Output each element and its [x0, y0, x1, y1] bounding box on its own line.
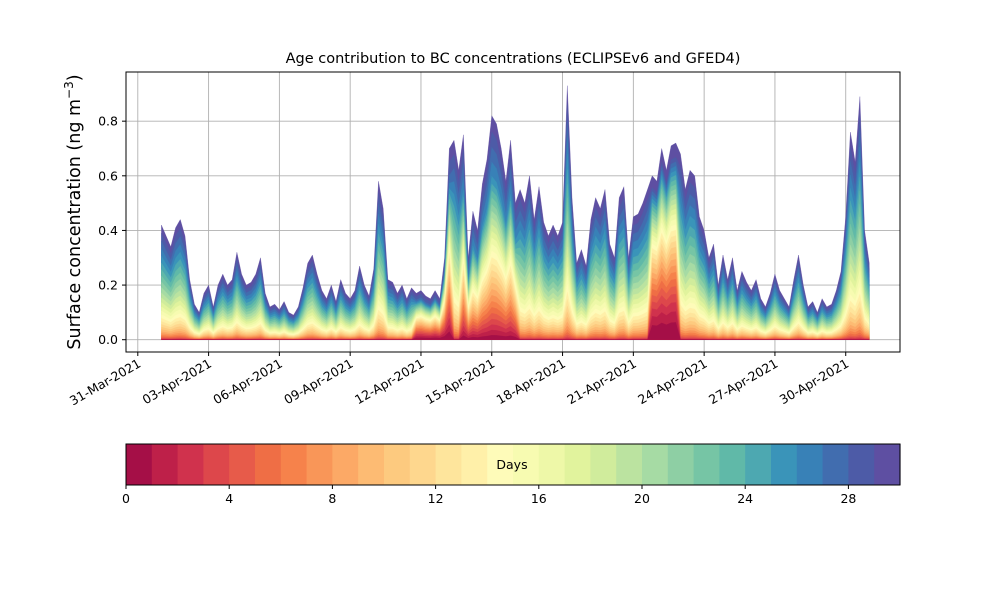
- colorbar-label: Days: [496, 457, 527, 472]
- colorbar-tick-label: 12: [428, 491, 444, 506]
- x-axis: 31-Mar-202103-Apr-202106-Apr-202109-Apr-…: [67, 352, 851, 408]
- colorbar-frame: [125, 443, 901, 486]
- colorbar-segment: [151, 444, 179, 485]
- x-tick-label: 06-Apr-2021: [210, 356, 284, 408]
- age-bin-area-12: [161, 235, 870, 340]
- colorbar-segment: [358, 444, 385, 485]
- plot-frame: [125, 71, 901, 353]
- colorbar-segment: [229, 444, 256, 485]
- colorbar-tick-label: 8: [328, 491, 336, 506]
- colorbar-tick-label: 28: [840, 491, 856, 506]
- x-tick-label: 31-Mar-2021: [67, 356, 143, 409]
- x-tick-label: 12-Apr-2021: [352, 356, 426, 408]
- colorbar-segment: [719, 444, 746, 485]
- colorbar-segment: [822, 444, 849, 485]
- colorbar-segment: [513, 444, 540, 485]
- colorbar-segment: [255, 444, 282, 485]
- x-tick-label: 09-Apr-2021: [281, 356, 355, 408]
- age-bin-area-13: [161, 229, 870, 340]
- colorbar-tick-label: 0: [122, 491, 130, 506]
- colorbar-segment: [203, 444, 230, 485]
- y-tick-label: 0.6: [98, 168, 118, 183]
- colorbar-segment: [280, 444, 308, 485]
- colorbar-segment: [538, 444, 566, 485]
- x-tick-label: 18-Apr-2021: [494, 356, 568, 408]
- colorbar-tick-label: 4: [225, 491, 233, 506]
- colorbar-segment: [306, 444, 333, 485]
- colorbar-segment: [745, 444, 772, 485]
- age-bin-area-0: [161, 322, 870, 340]
- x-tick-label: 27-Apr-2021: [706, 356, 780, 408]
- y-tick-label: 0.4: [98, 223, 118, 238]
- x-tick-label: 03-Apr-2021: [140, 356, 214, 408]
- colorbar-segment: [771, 444, 798, 485]
- colorbar-segment: [848, 444, 875, 485]
- x-tick-label: 15-Apr-2021: [423, 356, 497, 408]
- colorbar-segment: [177, 444, 204, 485]
- x-tick-label: 21-Apr-2021: [564, 356, 638, 408]
- colorbar-segment: [435, 444, 462, 485]
- colorbar-segment: [642, 444, 669, 485]
- colorbar-tick-label: 20: [634, 491, 650, 506]
- y-axis-label-superscript: −3: [62, 81, 76, 99]
- colorbar-tick-label: 16: [531, 491, 547, 506]
- colorbar: [125, 443, 901, 486]
- colorbar-segment: [616, 444, 643, 485]
- colorbar-segment: [874, 444, 901, 485]
- colorbar-segment: [461, 444, 488, 485]
- colorbar-segment: [667, 444, 695, 485]
- x-tick-label: 24-Apr-2021: [635, 356, 709, 408]
- colorbar-segment: [590, 444, 617, 485]
- colorbar-segment: [384, 444, 411, 485]
- y-tick-label: 0.8: [98, 114, 118, 129]
- colorbar-segment: [693, 444, 720, 485]
- y-axis-label-close: ): [65, 74, 85, 81]
- colorbar-segment: [126, 444, 153, 485]
- y-tick-label: 0.0: [98, 332, 118, 347]
- colorbar-segment: [332, 444, 359, 485]
- colorbar-tick-label: 24: [737, 491, 753, 506]
- colorbar-segment: [564, 444, 591, 485]
- y-tick-label: 0.2: [98, 278, 118, 293]
- y-axis-label-text: Surface concentration (ng m: [65, 99, 85, 350]
- colorbar-ticks: 0 4 8 12 16 20 24 28: [122, 485, 856, 506]
- colorbar-segment: [796, 444, 824, 485]
- stacked-areas: [161, 85, 870, 340]
- y-axis-label: Surface concentration (ng m−3): [62, 74, 85, 349]
- chart-title: Age contribution to BC concentrations (E…: [286, 51, 741, 67]
- colorbar-segment: [409, 444, 437, 485]
- x-tick-label: 30-Apr-2021: [777, 356, 851, 408]
- colorbar-segment: [487, 444, 514, 485]
- y-axis: 0.0 0.2 0.4 0.6 0.8: [98, 114, 126, 347]
